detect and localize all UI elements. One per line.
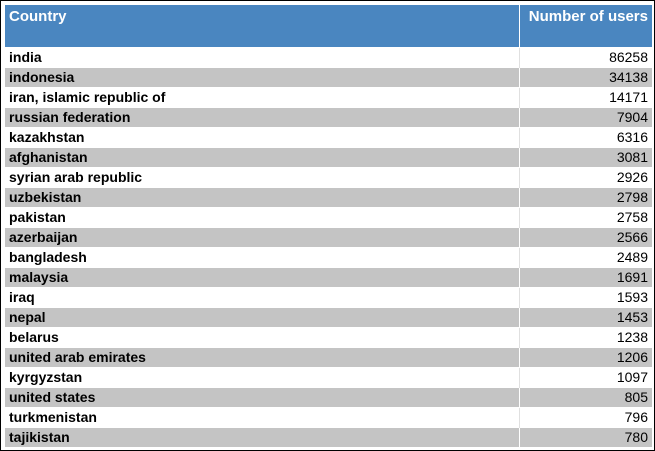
- users-count-cell: 2758: [519, 207, 652, 228]
- country-cell: tajikistan: [5, 427, 520, 447]
- table-row: united states 805: [5, 387, 652, 408]
- users-count-cell: 1691: [519, 267, 652, 288]
- table-row: iran, islamic republic of 14171: [5, 87, 652, 108]
- country-cell: syrian arab republic: [5, 167, 520, 188]
- country-cell: united states: [5, 387, 520, 408]
- country-cell: kyrgyzstan: [5, 367, 520, 388]
- users-count-cell: 2926: [519, 167, 652, 188]
- users-count-cell: 1238: [519, 327, 652, 348]
- table-row: azerbaijan 2566: [5, 227, 652, 248]
- users-count-cell: 2489: [519, 247, 652, 268]
- column-header-country: Country: [5, 5, 520, 48]
- users-count-cell: 34138: [519, 67, 652, 88]
- country-cell: iraq: [5, 287, 520, 308]
- users-count-cell: 1453: [519, 307, 652, 328]
- table-row: united arab emirates 1206: [5, 347, 652, 368]
- table-row: bangladesh 2489: [5, 247, 652, 268]
- table-row: afghanistan 3081: [5, 147, 652, 168]
- table-row: russian federation 7904: [5, 107, 652, 128]
- table-row: kyrgyzstan 1097: [5, 367, 652, 388]
- table-row: india 86258: [5, 47, 652, 68]
- country-cell: turkmenistan: [5, 407, 520, 428]
- country-cell: belarus: [5, 327, 520, 348]
- users-count-cell: 3081: [519, 147, 652, 168]
- table-row: iraq 1593: [5, 287, 652, 308]
- table-row: syrian arab republic 2926: [5, 167, 652, 188]
- users-count-cell: 86258: [519, 47, 652, 68]
- country-cell: uzbekistan: [5, 187, 520, 208]
- table-row: nepal 1453: [5, 307, 652, 328]
- table-row: pakistan 2758: [5, 207, 652, 228]
- table-header-row: Country Number of users: [5, 5, 652, 48]
- table-body: india 86258 indonesia 34138 iran, islamic re…: [5, 47, 652, 447]
- table-row: indonesia 34138: [5, 67, 652, 88]
- country-cell: iran, islamic republic of: [5, 87, 520, 108]
- table-row: malaysia 1691: [5, 267, 652, 288]
- users-by-country-table: Country Number of users india 86258 indone…: [5, 5, 652, 447]
- table-row: belarus 1238: [5, 327, 652, 348]
- country-cell: azerbaijan: [5, 227, 520, 248]
- users-count-cell: 805: [519, 387, 652, 408]
- users-count-cell: 7904: [519, 107, 652, 128]
- country-cell: indonesia: [5, 67, 520, 88]
- country-cell: malaysia: [5, 267, 520, 288]
- country-cell: nepal: [5, 307, 520, 328]
- country-cell: bangladesh: [5, 247, 520, 268]
- country-cell: india: [5, 47, 520, 68]
- country-cell: russian federation: [5, 107, 520, 128]
- table-row: tajikistan 780: [5, 427, 652, 447]
- users-count-cell: 2566: [519, 227, 652, 248]
- country-cell: kazakhstan: [5, 127, 520, 148]
- users-count-cell: 1097: [519, 367, 652, 388]
- users-count-cell: 6316: [519, 127, 652, 148]
- users-count-cell: 1206: [519, 347, 652, 368]
- country-cell: united arab emirates: [5, 347, 520, 368]
- table-row: uzbekistan 2798: [5, 187, 652, 208]
- table-row: turkmenistan 796: [5, 407, 652, 428]
- column-header-number-of-users: Number of users: [519, 5, 652, 48]
- users-count-cell: 780: [519, 427, 652, 447]
- users-count-cell: 796: [519, 407, 652, 428]
- users-count-cell: 14171: [519, 87, 652, 108]
- country-cell: afghanistan: [5, 147, 520, 168]
- country-cell: pakistan: [5, 207, 520, 228]
- table-row: kazakhstan 6316: [5, 127, 652, 148]
- users-count-cell: 2798: [519, 187, 652, 208]
- users-count-cell: 1593: [519, 287, 652, 308]
